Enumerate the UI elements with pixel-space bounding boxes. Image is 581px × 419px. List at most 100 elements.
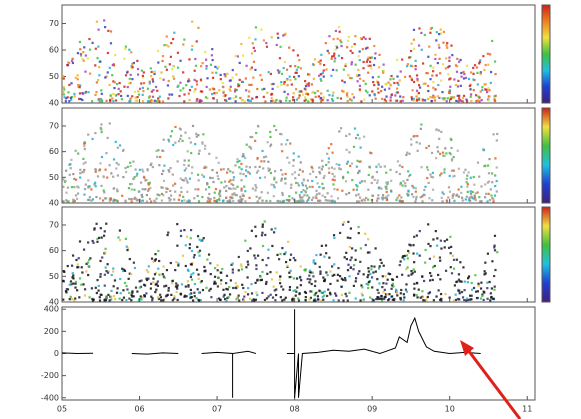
backscatter-texture (380, 299, 384, 302)
backscatter-texture (353, 127, 357, 130)
backscatter-texture (272, 195, 275, 198)
backscatter-texture (159, 77, 162, 80)
backscatter-texture (112, 200, 115, 203)
backscatter-texture (85, 270, 88, 273)
backscatter-texture (418, 86, 422, 89)
y-tick-label: 40 (49, 99, 59, 108)
backscatter-texture (454, 83, 458, 87)
backscatter-texture (379, 258, 382, 261)
backscatter-texture (377, 66, 381, 69)
backscatter-texture (242, 194, 245, 198)
backscatter-texture (394, 94, 397, 97)
backscatter-texture (460, 290, 464, 294)
backscatter-texture (278, 278, 281, 281)
backscatter-texture (373, 83, 376, 87)
backscatter-texture (393, 81, 396, 85)
backscatter-texture (206, 97, 209, 100)
backscatter-texture (425, 299, 428, 302)
backscatter-texture (70, 283, 73, 286)
backscatter-texture (354, 297, 357, 300)
backscatter-texture (387, 298, 390, 302)
backscatter-texture (250, 292, 254, 295)
backscatter-texture (486, 200, 489, 203)
backscatter-texture (124, 200, 127, 203)
backscatter-texture (488, 95, 491, 98)
backscatter-texture (377, 187, 380, 190)
backscatter-texture (288, 198, 291, 202)
backscatter-texture (183, 169, 186, 172)
backscatter-texture (310, 83, 313, 86)
backscatter-texture (240, 162, 243, 165)
backscatter-texture (76, 78, 79, 81)
backscatter-texture (149, 186, 152, 189)
backscatter-texture (412, 97, 415, 101)
backscatter-texture (167, 45, 170, 48)
backscatter-texture (108, 122, 111, 125)
backscatter-texture (171, 279, 174, 282)
backscatter-texture (109, 99, 112, 103)
backscatter-texture (420, 166, 423, 169)
backscatter-texture (356, 80, 359, 83)
backscatter-texture (248, 166, 252, 169)
backscatter-texture (69, 280, 73, 283)
backscatter-texture (464, 76, 468, 79)
backscatter-texture (190, 48, 194, 51)
backscatter-texture (82, 59, 85, 62)
backscatter-texture (99, 293, 102, 296)
backscatter-texture (198, 238, 201, 241)
backscatter-texture (208, 192, 211, 196)
backscatter-texture (297, 155, 300, 158)
backscatter-texture (250, 147, 253, 150)
backscatter-texture (227, 296, 230, 299)
backscatter-texture (269, 171, 273, 175)
backscatter-texture (163, 164, 166, 167)
backscatter-texture (88, 37, 91, 41)
backscatter-texture (68, 163, 71, 166)
backscatter-texture (243, 100, 246, 103)
backscatter-texture (65, 169, 68, 172)
backscatter-texture (468, 197, 471, 200)
backscatter-texture (94, 168, 97, 171)
backscatter-texture (483, 291, 486, 294)
backscatter-texture (94, 286, 97, 289)
backscatter-texture (484, 88, 487, 91)
backscatter-texture (284, 32, 287, 35)
backscatter-texture (489, 188, 492, 191)
backscatter-texture (127, 277, 130, 280)
backscatter-texture (165, 268, 169, 272)
backscatter-texture (288, 75, 291, 78)
backscatter-texture (164, 295, 168, 298)
backscatter-texture (362, 79, 365, 83)
backscatter-texture (454, 298, 458, 302)
backscatter-texture (202, 133, 205, 136)
backscatter-texture (440, 172, 443, 175)
backscatter-texture (241, 193, 244, 196)
backscatter-texture (280, 177, 283, 180)
backscatter-texture (79, 168, 82, 171)
backscatter-texture (218, 192, 221, 196)
backscatter-texture (165, 190, 168, 194)
backscatter-texture (253, 254, 256, 257)
backscatter-texture (198, 299, 201, 302)
backscatter-texture (134, 168, 137, 171)
backscatter-texture (376, 179, 379, 182)
backscatter-texture (173, 182, 177, 185)
backscatter-texture (240, 200, 243, 203)
backscatter-texture (267, 160, 270, 163)
backscatter-texture (477, 99, 480, 102)
backscatter-texture (388, 293, 391, 296)
backscatter-texture (365, 60, 368, 63)
backscatter-texture (296, 182, 300, 185)
backscatter-texture (436, 237, 439, 240)
y-tick-label: 40 (49, 199, 59, 208)
backscatter-texture (266, 272, 269, 275)
backscatter-texture (98, 100, 101, 103)
backscatter-texture (466, 277, 470, 280)
backscatter-texture (193, 197, 196, 200)
backscatter-texture (205, 166, 208, 169)
backscatter-texture (168, 170, 171, 173)
backscatter-texture (391, 284, 394, 287)
backscatter-texture (167, 97, 170, 100)
backscatter-texture (298, 94, 301, 97)
backscatter-texture (148, 197, 152, 200)
